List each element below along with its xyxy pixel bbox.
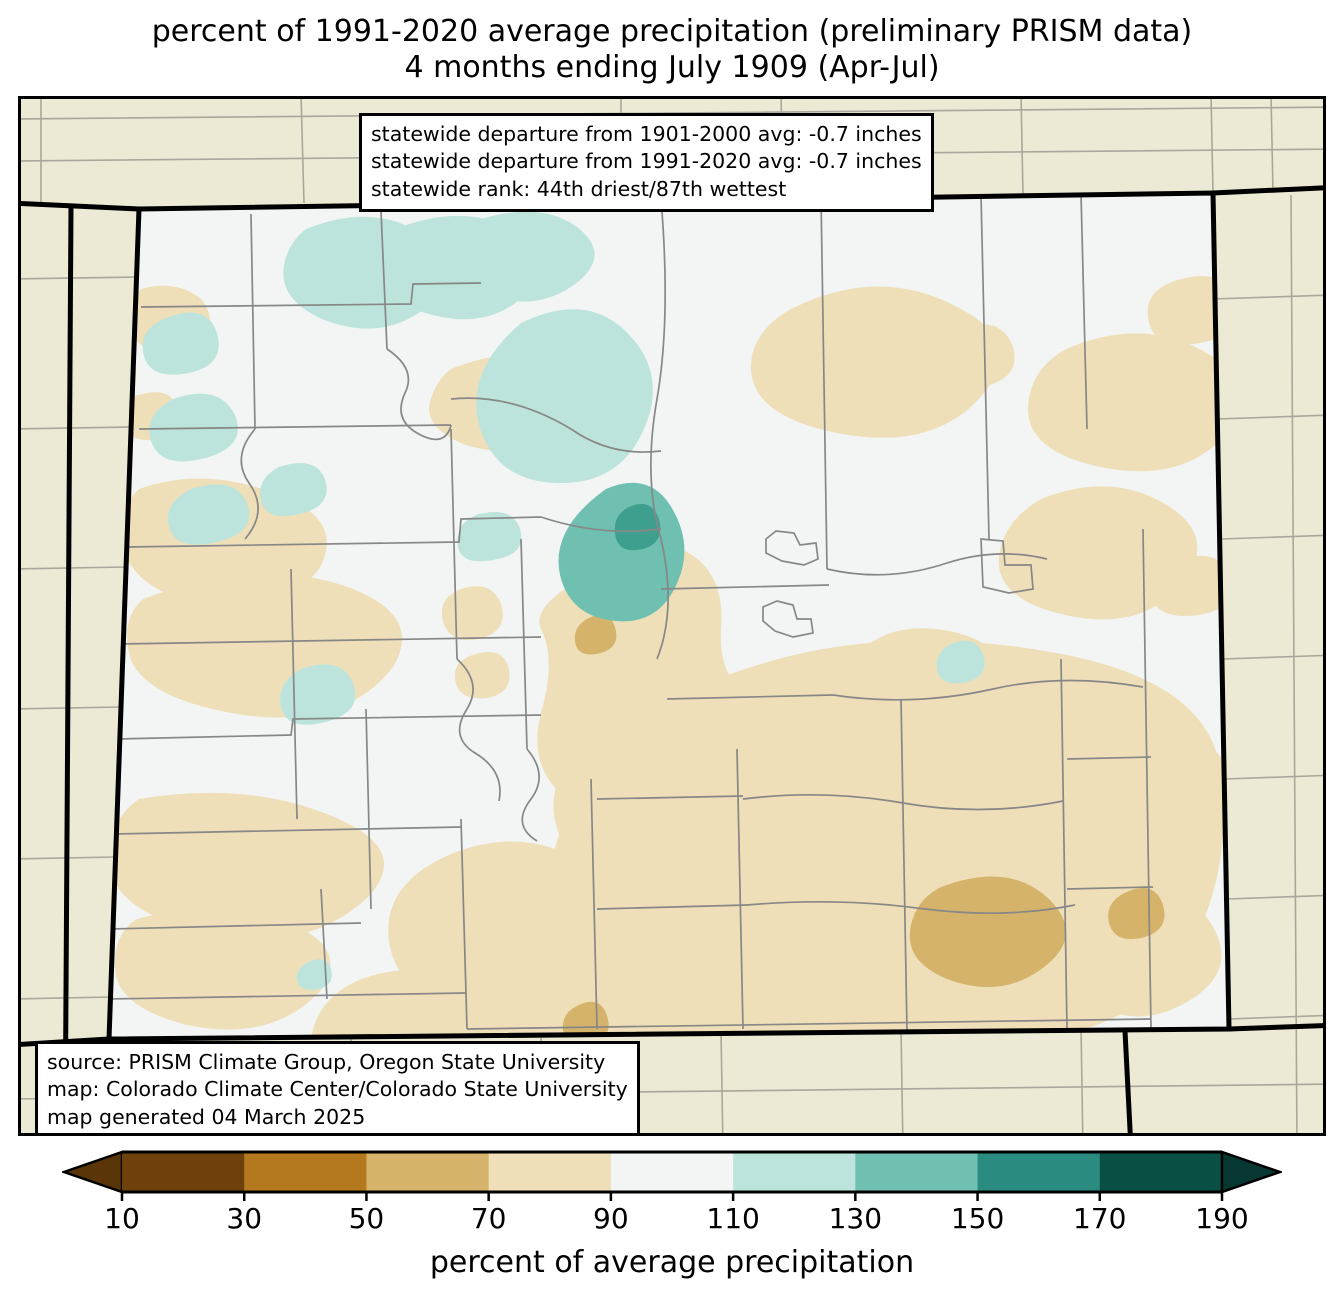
- colorbar-band: [244, 1152, 368, 1192]
- colorbar: 10 30 50 70 90 110 130 150 170 190 percent of ave…: [0, 1140, 1344, 1299]
- source-line-1: source: PRISM Climate Group, Oregon Stat…: [47, 1050, 606, 1074]
- source-line-2: map: Colorado Climate Center/Colorado St…: [47, 1077, 628, 1102]
- colorbar-tick-labels: 10 30 50 70 90 110 130 150 170 190: [0, 1202, 1344, 1242]
- colorbar-band: [1099, 1152, 1223, 1192]
- colorbar-under-arrow: [62, 1150, 124, 1194]
- stats-line-3: statewide rank: 44th driest/87th wettest: [371, 176, 787, 201]
- colorbar-band: [488, 1152, 612, 1192]
- page-title: percent of 1991-2020 average precipitati…: [0, 14, 1344, 86]
- colorbar-band: [855, 1152, 979, 1192]
- colorbar-tick-label: 170: [1073, 1202, 1127, 1235]
- colorbar-tick-label: 190: [1195, 1202, 1249, 1235]
- precip-raster-layer: [109, 193, 1229, 1039]
- county-lines: [109, 193, 1154, 1032]
- stats-line-1: statewide departure from 1901-2000 avg: …: [371, 122, 922, 146]
- stats-line-2: statewide departure from 1991-2020 avg: …: [371, 149, 922, 174]
- colorbar-over-arrow: [1220, 1150, 1282, 1194]
- colorbar-tick-label: 30: [226, 1202, 263, 1235]
- colorbar-tick-label: 150: [950, 1202, 1005, 1235]
- colorbar-band: [122, 1152, 245, 1192]
- colorbar-tick-label: 10: [104, 1202, 140, 1235]
- precipitation-map: statewide departure from 1901-2000 avg: …: [18, 96, 1326, 1136]
- colorbar-band: [366, 1152, 490, 1192]
- colorbar-bands: [62, 1150, 1282, 1202]
- colorbar-tick-label: 90: [593, 1202, 629, 1235]
- colorbar-band: [977, 1152, 1101, 1192]
- colorbar-axis-label: percent of average precipitation: [429, 1245, 915, 1280]
- colorbar-tick-label: 50: [348, 1202, 385, 1235]
- colorbar-tick-label: 70: [470, 1202, 507, 1235]
- colorbar-band: [610, 1152, 734, 1192]
- colorbar-outline: [122, 1150, 1222, 1194]
- colorbar-band: [733, 1152, 856, 1192]
- title-line-1: percent of 1991-2020 average precipitati…: [151, 14, 1193, 49]
- source-box: source: PRISM Climate Group, Oregon Stat…: [35, 1041, 640, 1133]
- statistics-box: statewide departure from 1901-2000 avg: …: [359, 113, 934, 212]
- map-canvas: [21, 99, 1323, 1133]
- colorbar-tick-label: 110: [706, 1202, 760, 1235]
- title-line-2: 4 months ending July 1909 (Apr-Jul): [404, 50, 940, 85]
- source-line-3: map generated 04 March 2025: [47, 1104, 366, 1129]
- colorbar-tick-label: 130: [828, 1202, 883, 1235]
